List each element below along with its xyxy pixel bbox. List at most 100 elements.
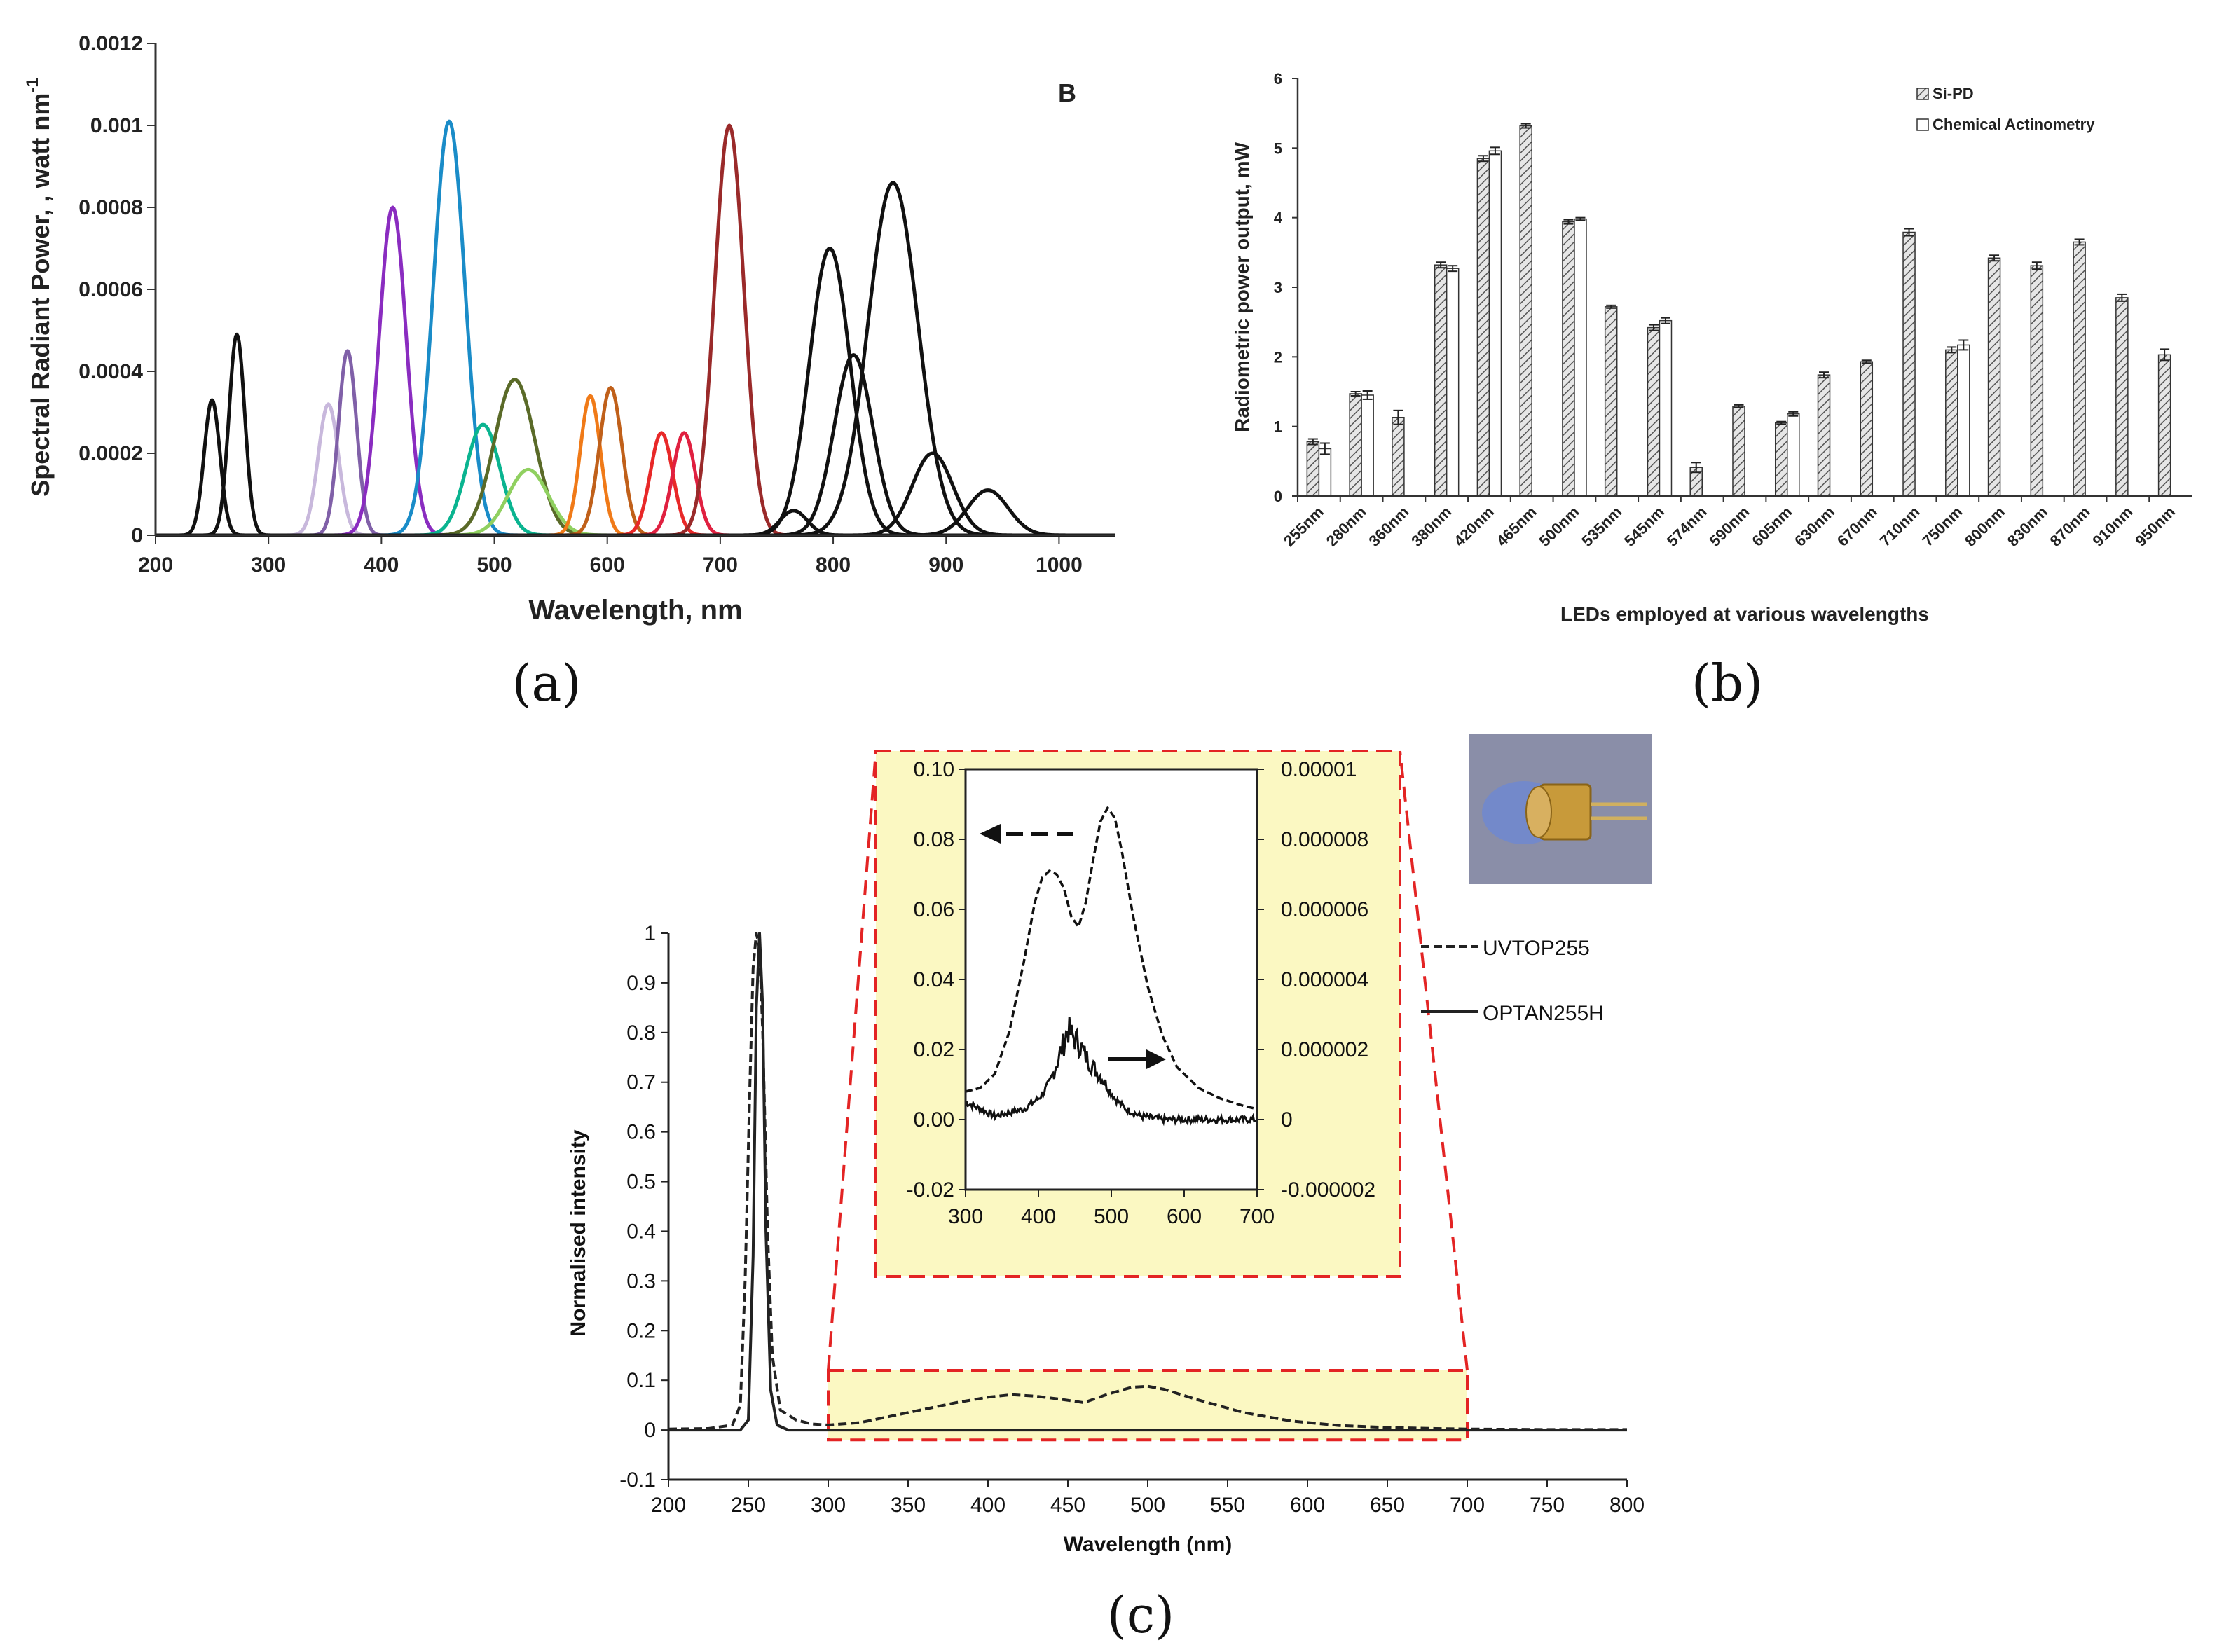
bar-si-pd-500nm xyxy=(1562,221,1575,497)
bar-si-pd-870nm xyxy=(2073,241,2086,497)
chart-c-x-tick-label: 750 xyxy=(1530,1494,1565,1517)
inset-series-line-uvtop255 xyxy=(965,806,1258,1110)
chart-b-x-tick-label: 670nm xyxy=(1834,503,1881,550)
chart-c-x-label: Wavelength (nm) xyxy=(1064,1533,1233,1556)
chart-c-inset: -0.02 0.00 0.02 0.04 0.06 0.08 0.10 -0.000002 0 0… xyxy=(907,758,1376,1228)
chart-a-x-tick-label: 400 xyxy=(364,553,399,577)
chart-b-x-tick-label: 545nm xyxy=(1621,503,1668,550)
inset-y-left-tick-label: 0.08 xyxy=(914,828,954,851)
chart-b-y-tick-label: 4 xyxy=(1274,209,1283,227)
chart-c-x-tick-label: 650 xyxy=(1370,1494,1405,1517)
chart-a-y-tick-label: 0.0006 xyxy=(78,278,143,301)
led-photo xyxy=(1469,734,1652,884)
chart-b-x-tick-label: 420nm xyxy=(1450,503,1497,550)
inset-y-right-tick-label: 0.000002 xyxy=(1281,1038,1368,1061)
arrow-right-icon xyxy=(1108,1049,1166,1069)
chart-a-y-tick-label: 0.0004 xyxy=(78,360,143,383)
inset-series-line-optan255h xyxy=(966,1017,1257,1127)
bar-si-pd-710nm xyxy=(1902,231,1916,497)
chart-c: -0.1 0 0.1 0.2 0.3 0.4 0.5 0.6 0.7 0.8 0.9 1 200 250 3… xyxy=(567,734,1652,1644)
chart-b-y-tick-label: 2 xyxy=(1274,348,1282,366)
chart-a-x-label: Wavelength, nm xyxy=(528,595,742,626)
chart-c-x-tick-label: 600 xyxy=(1290,1494,1325,1517)
chart-b-x-tick-label: 750nm xyxy=(1918,503,1965,550)
inset-x-tick-label: 600 xyxy=(1167,1205,1202,1228)
chart-b-legend: Si-PD Chemical Actinometry xyxy=(1916,85,2095,133)
chart-b-y-label: Radiometric power output, mW xyxy=(1231,142,1253,432)
bar-si-pd-800nm xyxy=(1987,257,2001,497)
chart-b-x-tick-label: 500nm xyxy=(1536,503,1583,550)
chart-b-x-tick-label: 830nm xyxy=(2004,503,2051,550)
inset-y-right-tick-label: 0.00001 xyxy=(1281,758,1357,781)
chart-c-x-tick-label: 250 xyxy=(731,1494,766,1517)
chart-a-y-tick-label: 0.0002 xyxy=(78,442,143,465)
inset-y-right-tick-label: 0.000008 xyxy=(1281,828,1368,851)
chart-c-y-label: Normalised intensity xyxy=(567,1129,590,1336)
arrow-left-icon xyxy=(980,824,1073,844)
chart-c-x-tick-label: 450 xyxy=(1050,1494,1085,1517)
chart-a-y-tick-label: 0.001 xyxy=(90,114,143,137)
chart-b-x-tick-label: 465nm xyxy=(1493,503,1540,550)
chart-b-x-tick-label: 800nm xyxy=(1961,503,2008,550)
chart-c-y-tick-label: -0.1 xyxy=(619,1468,656,1492)
bar-si-pd-670nm xyxy=(1860,361,1874,497)
chart-b-y-tick-label: 0 xyxy=(1274,488,1282,505)
bar-si-pd-830nm xyxy=(2030,265,2044,497)
chart-a-panel-letter: B xyxy=(1058,78,1076,107)
chart-b-x-tick-label: 535nm xyxy=(1578,503,1625,550)
bar-chemical-actinometry-280nm xyxy=(1361,394,1374,497)
inset-y-left-tick-label: 0.06 xyxy=(914,898,954,921)
chart-b-y-tick-label: 6 xyxy=(1274,70,1282,88)
chart-b-x-tick-label: 360nm xyxy=(1365,503,1412,550)
bar-si-pd-380nm xyxy=(1434,264,1448,497)
caption-c: (c) xyxy=(1107,1585,1175,1644)
bar-chemical-actinometry-605nm xyxy=(1787,413,1800,497)
chart-c-zoom-region xyxy=(827,1369,1469,1442)
chart-a-y-label-text: Spectral Radiant Power, , watt nm xyxy=(26,93,55,497)
chart-b-x-label: LEDs employed at various wavelengths xyxy=(1560,603,1929,625)
chart-b-x-tick-label: 280nm xyxy=(1323,503,1370,550)
inset-y-right-tick-label: -0.000002 xyxy=(1281,1178,1375,1202)
chart-b-y-tick-label: 1 xyxy=(1274,418,1282,436)
caption-a: (a) xyxy=(512,654,581,713)
chart-c-y-tick-label: 0 xyxy=(644,1419,656,1442)
chart-c-series xyxy=(668,932,1627,1432)
chart-c-inset-frame-axes xyxy=(964,768,1258,1191)
bar-chemical-actinometry-500nm xyxy=(1574,218,1587,497)
chart-b-x-tick-label: 870nm xyxy=(2047,503,2094,550)
inset-y-left-tick-label: 0.02 xyxy=(914,1038,954,1061)
chart-c-y-tick-label: 0.4 xyxy=(626,1220,656,1243)
chart-c-y-tick-label: 0.7 xyxy=(626,1071,656,1094)
series-line-optan255h xyxy=(668,932,1627,1432)
inset-x-tick-label: 700 xyxy=(1240,1205,1275,1228)
chart-a-y-label: Spectral Radiant Power, , watt nm-1 xyxy=(23,78,55,496)
chart-b-x-tick-label: 380nm xyxy=(1408,503,1455,550)
legend-label-uvtop255: UVTOP255 xyxy=(1483,937,1590,960)
chart-c-y-tick-label: 0.1 xyxy=(626,1369,656,1392)
bar-si-pd-280nm xyxy=(1349,393,1362,497)
chart-c-y-tick-label: 0.9 xyxy=(626,972,656,995)
inset-y-right-tick-label: 0 xyxy=(1281,1108,1293,1131)
inset-x-tick-label: 400 xyxy=(1021,1205,1056,1228)
legend-label-optan255h: OPTAN255H xyxy=(1483,1002,1604,1025)
chart-b-x-tick-label: 910nm xyxy=(2089,503,2136,550)
chart-c-y-tick-label: 0.8 xyxy=(626,1021,656,1045)
legend-swatch-si-pd xyxy=(1916,88,1929,100)
chart-b-x-tick-label: 605nm xyxy=(1748,503,1795,550)
chart-c-inset-plot-area xyxy=(966,769,1257,1190)
inset-y-left-tick-label: 0.10 xyxy=(914,758,954,781)
chart-a: 0 0.0002 0.0004 0.0006 0.0008 0.001 0.0012 200 3… xyxy=(23,32,1116,713)
caption-b: (b) xyxy=(1691,654,1763,713)
legend-swatch-actinometry xyxy=(1916,118,1929,131)
bar-chemical-actinometry-255nm xyxy=(1318,448,1332,497)
bar-si-pd-590nm xyxy=(1732,406,1745,497)
chart-c-inset-ticks: -0.02 0.00 0.02 0.04 0.06 0.08 0.10 -0.000002 0 0… xyxy=(907,758,1376,1228)
legend-label-actinometry: Chemical Actinometry xyxy=(1933,116,2095,133)
bar-si-pd-535nm xyxy=(1604,306,1618,497)
inset-y-left-tick-label: 0.04 xyxy=(914,968,954,991)
inset-x-tick-label: 500 xyxy=(1094,1205,1129,1228)
inset-y-right-tick-label: 0.000006 xyxy=(1281,898,1368,921)
chart-c-y-tick-label: 0.3 xyxy=(626,1269,656,1293)
chart-c-zoom-connector-left xyxy=(827,750,877,1371)
chart-b-x-tick-label: 574nm xyxy=(1663,503,1710,550)
